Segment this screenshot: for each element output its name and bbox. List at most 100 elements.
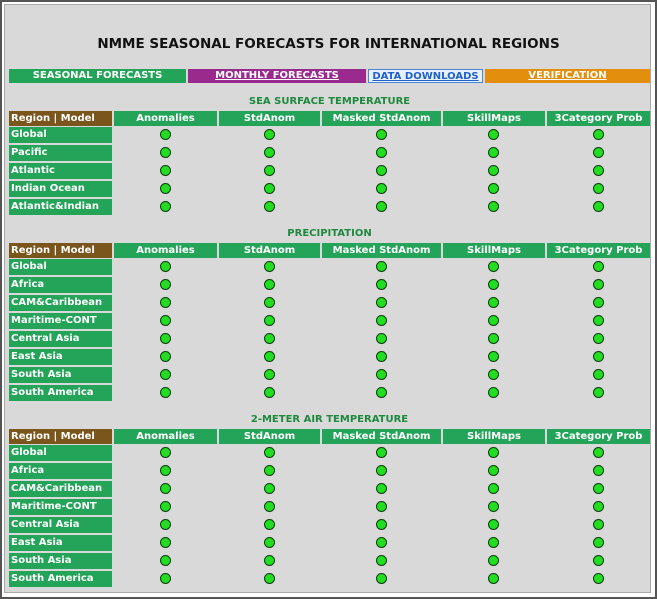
forecast-link[interactable]: [592, 369, 604, 380]
forecast-link[interactable]: [592, 201, 604, 212]
forecast-link[interactable]: [488, 555, 499, 566]
forecast-link[interactable]: [263, 573, 275, 584]
forecast-link[interactable]: [159, 369, 171, 380]
forecast-link[interactable]: [375, 315, 387, 326]
forecast-link[interactable]: [263, 555, 275, 566]
forecast-link[interactable]: [592, 351, 604, 362]
forecast-link[interactable]: [488, 465, 499, 476]
forecast-link[interactable]: [375, 297, 387, 308]
forecast-link[interactable]: [488, 165, 499, 176]
forecast-link[interactable]: [263, 147, 275, 158]
forecast-link[interactable]: [488, 261, 499, 272]
forecast-link[interactable]: [592, 447, 604, 458]
forecast-link[interactable]: [159, 501, 171, 512]
forecast-link[interactable]: [592, 297, 604, 308]
forecast-link[interactable]: [159, 201, 171, 212]
forecast-link[interactable]: [159, 555, 171, 566]
forecast-link[interactable]: [159, 447, 171, 458]
forecast-link[interactable]: [375, 333, 387, 344]
forecast-link[interactable]: [592, 465, 604, 476]
forecast-link[interactable]: [592, 147, 604, 158]
forecast-link[interactable]: [375, 165, 387, 176]
forecast-link[interactable]: [159, 519, 171, 530]
forecast-link[interactable]: [488, 351, 499, 362]
forecast-link[interactable]: [488, 447, 499, 458]
forecast-link[interactable]: [263, 387, 275, 398]
forecast-link[interactable]: [159, 387, 171, 398]
forecast-link[interactable]: [592, 537, 604, 548]
forecast-link[interactable]: [159, 315, 171, 326]
nav-tab[interactable]: VERIFICATION: [485, 69, 650, 83]
forecast-link[interactable]: [592, 165, 604, 176]
forecast-link[interactable]: [159, 129, 171, 140]
forecast-link[interactable]: [592, 333, 604, 344]
nav-tab[interactable]: SEASONAL FORECASTS: [9, 69, 186, 83]
forecast-link[interactable]: [263, 165, 275, 176]
forecast-link[interactable]: [159, 333, 171, 344]
forecast-link[interactable]: [159, 483, 171, 494]
forecast-link[interactable]: [159, 279, 171, 290]
forecast-link[interactable]: [375, 201, 387, 212]
forecast-link[interactable]: [488, 573, 499, 584]
forecast-link[interactable]: [375, 555, 387, 566]
forecast-link[interactable]: [263, 183, 275, 194]
forecast-link[interactable]: [159, 537, 171, 548]
forecast-link[interactable]: [592, 315, 604, 326]
forecast-link[interactable]: [159, 147, 171, 158]
forecast-link[interactable]: [592, 129, 604, 140]
forecast-link[interactable]: [488, 483, 499, 494]
forecast-link[interactable]: [488, 129, 499, 140]
nav-tab[interactable]: MONTHLY FORECASTS: [188, 69, 366, 83]
forecast-link[interactable]: [159, 261, 171, 272]
forecast-link[interactable]: [263, 483, 275, 494]
forecast-link[interactable]: [263, 501, 275, 512]
forecast-link[interactable]: [263, 279, 275, 290]
forecast-link[interactable]: [375, 537, 387, 548]
forecast-link[interactable]: [375, 261, 387, 272]
forecast-link[interactable]: [263, 201, 275, 212]
forecast-link[interactable]: [375, 519, 387, 530]
forecast-link[interactable]: [375, 369, 387, 380]
forecast-link[interactable]: [592, 279, 604, 290]
forecast-link[interactable]: [263, 129, 275, 140]
forecast-link[interactable]: [263, 297, 275, 308]
forecast-link[interactable]: [488, 183, 499, 194]
forecast-link[interactable]: [592, 183, 604, 194]
forecast-link[interactable]: [488, 279, 499, 290]
forecast-link[interactable]: [488, 315, 499, 326]
forecast-link[interactable]: [488, 201, 499, 212]
forecast-link[interactable]: [263, 261, 275, 272]
forecast-link[interactable]: [263, 333, 275, 344]
forecast-link[interactable]: [159, 165, 171, 176]
forecast-link[interactable]: [375, 129, 387, 140]
forecast-link[interactable]: [375, 573, 387, 584]
forecast-link[interactable]: [159, 183, 171, 194]
forecast-link[interactable]: [488, 369, 499, 380]
forecast-link[interactable]: [263, 351, 275, 362]
forecast-link[interactable]: [375, 147, 387, 158]
forecast-link[interactable]: [488, 501, 499, 512]
forecast-link[interactable]: [263, 369, 275, 380]
forecast-link[interactable]: [375, 501, 387, 512]
forecast-link[interactable]: [592, 573, 604, 584]
forecast-link[interactable]: [375, 447, 387, 458]
forecast-link[interactable]: [263, 315, 275, 326]
forecast-link[interactable]: [592, 555, 604, 566]
forecast-link[interactable]: [159, 297, 171, 308]
forecast-link[interactable]: [488, 387, 499, 398]
forecast-link[interactable]: [488, 333, 499, 344]
forecast-link[interactable]: [488, 537, 499, 548]
forecast-link[interactable]: [375, 483, 387, 494]
forecast-link[interactable]: [488, 297, 499, 308]
forecast-link[interactable]: [375, 279, 387, 290]
forecast-link[interactable]: [159, 465, 171, 476]
forecast-link[interactable]: [592, 519, 604, 530]
forecast-link[interactable]: [488, 519, 499, 530]
forecast-link[interactable]: [159, 573, 171, 584]
forecast-link[interactable]: [592, 261, 604, 272]
forecast-link[interactable]: [159, 351, 171, 362]
forecast-link[interactable]: [375, 387, 387, 398]
forecast-link[interactable]: [592, 483, 604, 494]
forecast-link[interactable]: [375, 465, 387, 476]
forecast-link[interactable]: [592, 501, 604, 512]
